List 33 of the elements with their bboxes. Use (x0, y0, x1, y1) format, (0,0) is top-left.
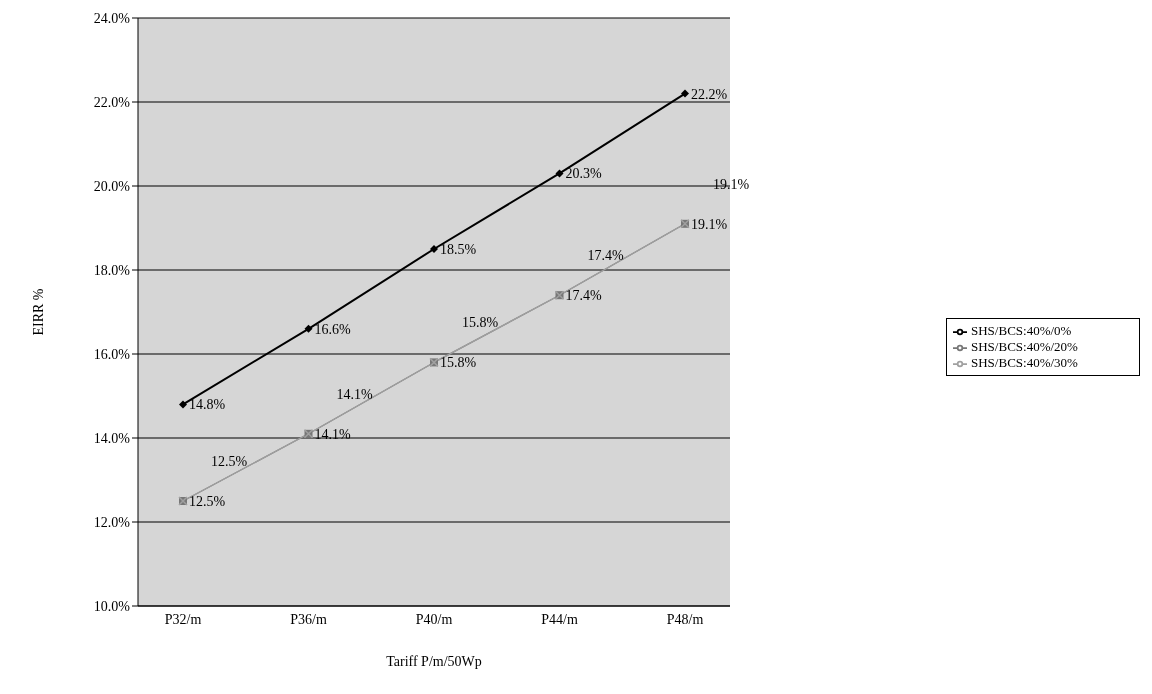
data-label: 14.1% (314, 426, 351, 442)
data-label: 12.5% (211, 454, 248, 469)
data-label: 19.1% (691, 216, 728, 232)
data-label: 19.1% (713, 176, 750, 192)
data-label: 14.1% (336, 386, 373, 402)
legend-label: SHS/BCS:40%/20% (971, 338, 1078, 354)
y-tick-label: 10.0% (93, 598, 131, 614)
data-label: 14.8% (189, 397, 226, 413)
y-tick-label: 24.0% (93, 10, 131, 26)
y-tick-label: 12.0% (93, 514, 131, 530)
data-label: 22.2% (691, 86, 728, 102)
data-label: 17.4% (565, 288, 602, 304)
y-tick-label: 16.0% (93, 346, 131, 362)
data-label: 20.3% (565, 166, 602, 182)
x-tick-label: P32/m (164, 611, 202, 627)
y-tick-label: 22.0% (93, 94, 131, 110)
data-label: 15.8% (462, 315, 499, 331)
x-tick-label: P36/m (290, 611, 327, 627)
legend-label: SHS/BCS:40%/0% (971, 322, 1072, 338)
legend-label: SHS/BCS:40%/30% (971, 355, 1078, 370)
x-axis-title: Tariff P/m/50Wp (386, 654, 482, 669)
y-tick-label: 18.0% (93, 262, 131, 278)
data-label: 18.5% (440, 242, 477, 257)
x-tick-label: P44/m (541, 611, 578, 627)
data-label: 17.4% (587, 248, 624, 264)
y-axis-title: EIRR % (30, 288, 46, 336)
y-tick-label: 20.0% (93, 178, 131, 194)
x-tick-label: P48/m (666, 611, 704, 627)
y-tick-label: 14.0% (93, 430, 131, 446)
data-label: 15.8% (440, 355, 477, 371)
data-label: 16.6% (314, 321, 351, 337)
x-tick-label: P40/m (415, 611, 453, 627)
data-label: 12.5% (189, 494, 226, 509)
